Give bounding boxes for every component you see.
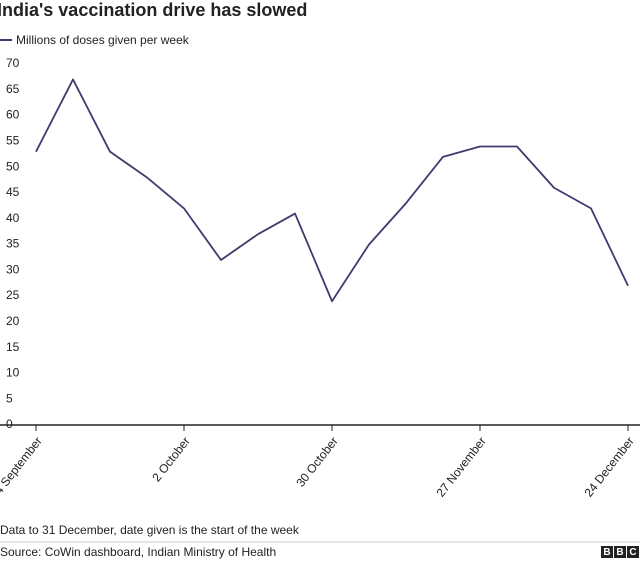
logo: B (603, 547, 610, 558)
logo-box (614, 546, 626, 558)
y-tick-label: 55 (6, 134, 20, 148)
logo-box (601, 546, 613, 558)
y-tick-label: 35 (6, 237, 20, 251)
y-tick-label: 15 (6, 340, 20, 354)
y-tick-label: 50 (6, 159, 20, 173)
y-tick-label: 25 (6, 288, 20, 302)
y-tick-label: 65 (6, 82, 20, 96)
logo: B (616, 547, 623, 558)
y-tick-label: 40 (6, 211, 20, 225)
x-tick-label: 4 September (0, 434, 45, 497)
y-tick-label: 70 (6, 56, 20, 70)
chart-title: India's vaccination drive has slowed (0, 0, 307, 20)
source: Source: CoWin dashboard, Indian Ministry… (0, 545, 276, 559)
y-tick-label: 5 (6, 391, 13, 405)
x-tick-label: 27 November (433, 434, 488, 499)
legend-label: Millions of doses given per week (16, 33, 190, 47)
x-tick-label: 30 October (293, 434, 341, 489)
data-line (35, 78, 629, 303)
logo-box (627, 546, 639, 558)
y-tick-label: 10 (6, 366, 20, 380)
y-tick-label: 20 (6, 314, 20, 328)
y-tick-label: 60 (6, 108, 20, 122)
logo: C (629, 547, 636, 558)
y-tick-label: 45 (6, 185, 20, 199)
y-tick-label: 0 (6, 417, 13, 431)
footnote: Data to 31 December, date given is the s… (0, 523, 300, 537)
x-tick-label: 2 October (149, 434, 192, 484)
x-tick-label: 24 December (581, 434, 636, 499)
y-tick-label: 30 (6, 262, 20, 276)
